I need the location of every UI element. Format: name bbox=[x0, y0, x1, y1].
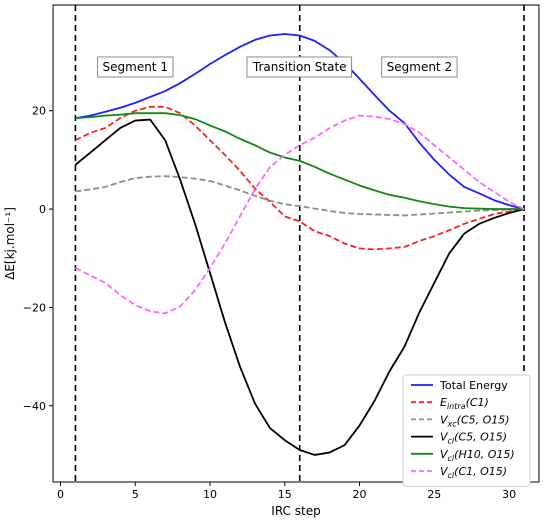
legend-label-sub: cl bbox=[448, 437, 455, 446]
y-tick-label: −40 bbox=[23, 400, 46, 413]
legend-label-args: (C1, O15) bbox=[454, 465, 507, 478]
legend-label-base: V bbox=[440, 465, 449, 478]
x-tick-label: 10 bbox=[203, 488, 217, 501]
annotation-label-3: Segment 2 bbox=[387, 60, 452, 74]
legend-label-base: V bbox=[440, 448, 449, 461]
x-axis-label: IRC step bbox=[271, 504, 320, 518]
legend-label-sub: xc bbox=[447, 419, 458, 428]
axes: 0 5 10 15 20 25 30 −40 −20 0 20 IRC step ΔE[kj.mol⁻¹… bbox=[3, 4, 540, 518]
legend-entry-v-cl-c5-o15: Vcl(C5, O15) bbox=[411, 431, 507, 446]
legend-label-v-cl-c1-o15: Vcl(C1, O15) bbox=[440, 465, 507, 480]
legend-entry-v-cl-h10-o15: Vcl(H10, O15) bbox=[411, 448, 515, 463]
series-line-v-cl-h10-o15 bbox=[75, 112, 525, 210]
x-tick-label: 30 bbox=[502, 488, 516, 501]
legend-label-args: (C5, O15) bbox=[454, 431, 507, 444]
legend-label-total-energy: Total Energy bbox=[439, 379, 508, 392]
y-tick-label: −20 bbox=[23, 301, 46, 314]
series-line-v-xc-c5-o15 bbox=[75, 175, 525, 217]
y-tick-label: 20 bbox=[32, 105, 46, 118]
x-tick-label: 20 bbox=[353, 488, 367, 501]
legend-label-text: Total Energy bbox=[439, 379, 508, 392]
annotation-frame-3 bbox=[381, 56, 458, 78]
annotation-box-1: Segment 1 bbox=[97, 56, 174, 78]
legend-label-sub: cl bbox=[448, 471, 455, 480]
legend-label-v-cl-c5-o15: Vcl(C5, O15) bbox=[440, 431, 507, 446]
legend-entry-e-intra-c1: Eintra(C1) bbox=[411, 396, 489, 411]
legend-label-args: (C5, O15) bbox=[457, 413, 510, 426]
legend-label-sub: cl bbox=[448, 454, 455, 463]
annotation-frame-2 bbox=[246, 56, 353, 78]
legend-label-base: E bbox=[440, 396, 447, 409]
legend-entry-total-energy: Total Energy bbox=[411, 379, 508, 392]
legend-label-v-xc-c5-o15: Vxc(C5, O15) bbox=[440, 413, 510, 428]
legend-entry-v-xc-c5-o15: Vxc(C5, O15) bbox=[411, 413, 510, 428]
legend-entry-v-cl-c1-o15: Vcl(C1, O15) bbox=[411, 465, 507, 480]
legend-label-args: (C1) bbox=[466, 396, 489, 409]
legend-label-args: (H10, O15) bbox=[454, 448, 515, 461]
legend-label-e-intra-c1: Eintra(C1) bbox=[440, 396, 489, 411]
plot-frame bbox=[52, 4, 540, 483]
y-axis-label: ΔE[kj.mol⁻¹] bbox=[3, 207, 17, 280]
y-tick-label: 0 bbox=[39, 203, 46, 216]
annotation-frame-1 bbox=[97, 56, 174, 78]
legend-label-base: V bbox=[440, 431, 449, 444]
legend-label-sub: intra bbox=[447, 402, 466, 411]
series-line-total-energy bbox=[75, 33, 525, 210]
series-layer bbox=[74, 33, 525, 456]
series-line-v-cl-c1-o15 bbox=[75, 114, 525, 315]
annotation-box-3: Segment 2 bbox=[381, 56, 458, 78]
series-line-v-cl-c5-o15 bbox=[74, 118, 525, 456]
x-tick-label: 15 bbox=[278, 488, 292, 501]
annotations: Segment 1 Transition State Segment 2 bbox=[97, 56, 458, 78]
annotation-box-2: Transition State bbox=[246, 56, 353, 78]
legend-label-v-cl-h10-o15: Vcl(H10, O15) bbox=[440, 448, 515, 463]
series-line-e-intra-c1 bbox=[75, 105, 525, 251]
legend-frame bbox=[402, 374, 531, 487]
annotation-label-2: Transition State bbox=[252, 60, 347, 74]
x-tick-label: 5 bbox=[132, 488, 139, 501]
x-tick-label: 25 bbox=[427, 488, 441, 501]
x-tick-label: 0 bbox=[57, 488, 64, 501]
annotation-label-1: Segment 1 bbox=[103, 60, 168, 74]
legend-label-base: V bbox=[440, 413, 449, 426]
